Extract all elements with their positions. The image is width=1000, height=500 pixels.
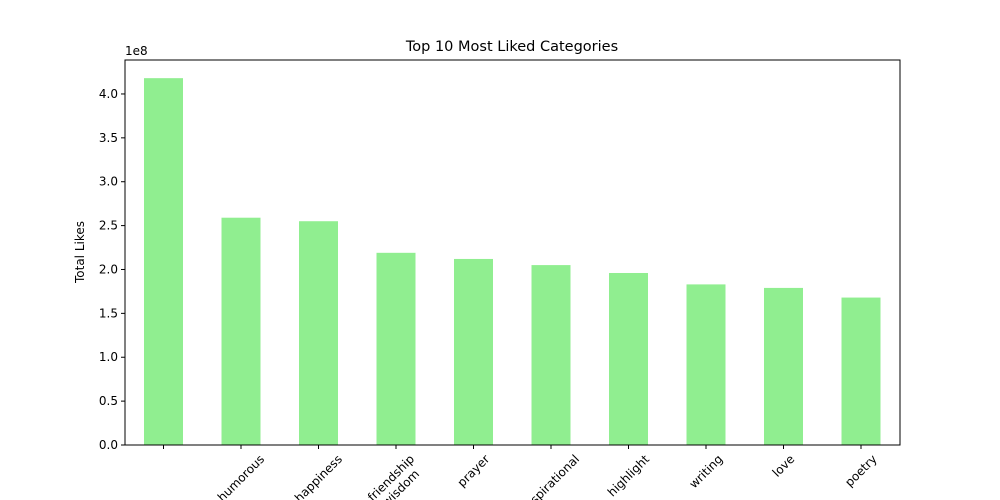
y-tick-label: 2.5 <box>99 219 118 233</box>
bar <box>454 258 493 445</box>
bar <box>531 265 571 445</box>
bar <box>376 252 416 445</box>
bar <box>609 272 648 445</box>
offset-text: 1e8 <box>125 44 148 58</box>
y-tick-label: 3.5 <box>99 131 118 145</box>
bar <box>764 287 803 445</box>
chart-title: Top 10 Most Liked Categories <box>405 39 618 55</box>
bar <box>841 297 881 445</box>
x-tick-label: writing <box>686 452 725 491</box>
x-tick-label: highlight <box>605 452 652 499</box>
bar <box>221 217 261 445</box>
y-tick-label: 4.0 <box>99 87 118 101</box>
y-tick-label: 1.5 <box>99 306 118 320</box>
bar <box>299 221 338 445</box>
y-tick-label: 2.0 <box>99 262 118 276</box>
x-tick-label: inspirational <box>520 452 582 500</box>
x-tick-label: humorous <box>215 452 267 500</box>
y-tick-label: 1.0 <box>99 350 118 364</box>
y-tick-label: 0.5 <box>99 394 118 408</box>
x-tick-label: poetry <box>842 452 880 490</box>
x-tick-label: prayer <box>455 452 493 490</box>
y-tick-label: 3.0 <box>99 175 118 189</box>
plot-frame <box>124 59 901 446</box>
bar <box>144 78 183 446</box>
y-tick-label: 0.0 <box>99 438 118 452</box>
bar <box>686 284 726 445</box>
x-tick-label: love <box>770 452 798 480</box>
y-axis-label: Total Likes <box>73 221 87 284</box>
x-tick-label: happiness <box>292 452 345 500</box>
x-tick-label: friendshipwisdom <box>365 452 427 500</box>
